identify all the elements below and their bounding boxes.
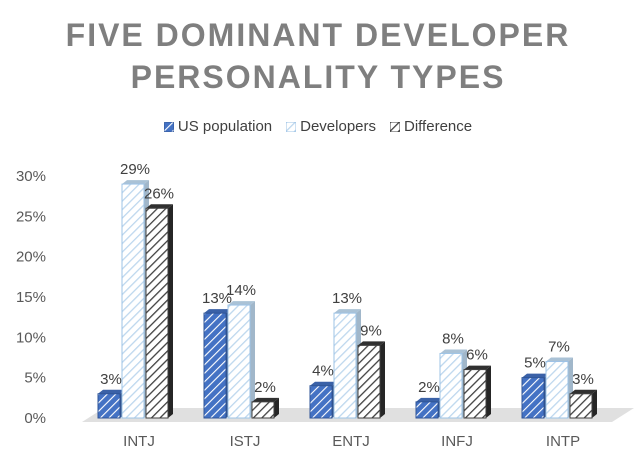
- data-label-difference-entj: 9%: [360, 322, 382, 339]
- bar-difference-intp-front: [569, 393, 593, 419]
- bar-us-population-entj: [309, 381, 337, 419]
- bar-difference-istj-side: [274, 397, 279, 418]
- bar-difference-infj-top: [464, 365, 491, 370]
- x-tick-label-istj: ISTJ: [230, 433, 261, 450]
- bar-us-population-intp: [521, 373, 549, 419]
- chart-title-line-1: FIVE DOMINANT DEVELOPER: [65, 17, 571, 53]
- data-label-developers-entj: 13%: [332, 290, 362, 307]
- bar-difference-intj: [145, 204, 173, 419]
- bar-developers-intp-top: [546, 357, 573, 362]
- data-label-us-population-intp: 5%: [524, 355, 546, 372]
- legend-swatch-difference: [390, 121, 400, 132]
- x-axis: INTJ ISTJ ENTJ INFJ INTP: [123, 433, 580, 450]
- bar-difference-intj-side: [168, 204, 173, 418]
- bar-difference-entj-front: [357, 344, 381, 419]
- y-tick-label: 15%: [16, 289, 46, 306]
- data-label-developers-infj: 8%: [442, 330, 464, 347]
- bar-developers-infj-top: [440, 349, 467, 354]
- y-tick-label: 30%: [16, 168, 46, 185]
- data-label-difference-infj: 6%: [466, 347, 488, 364]
- bar-us-population-intp-top: [522, 373, 549, 378]
- legend-label-developers: Developers: [300, 118, 376, 135]
- bar-difference-intj-front: [145, 207, 169, 419]
- data-label-developers-intp: 7%: [548, 339, 570, 356]
- data-label-us-population-entj: 4%: [312, 363, 334, 380]
- bar-us-population-infj: [415, 397, 443, 419]
- bar-difference-istj-front: [251, 401, 275, 419]
- data-label-us-population-istj: 13%: [202, 290, 232, 307]
- data-label-us-population-intj: 3%: [100, 371, 122, 388]
- bar-us-population-entj-front: [309, 385, 333, 419]
- data-label-difference-intj: 26%: [144, 185, 174, 202]
- bar-us-population-intj-top: [98, 389, 125, 394]
- bar-developers-istj: [227, 301, 255, 419]
- data-label-difference-istj: 2%: [254, 379, 276, 396]
- bar-developers-intj-top: [122, 180, 149, 185]
- bar-developers-infj-front: [439, 352, 463, 419]
- bars: 3%29%26%13%14%2%4%13%9%2%8%6% 5%7%3%: [97, 161, 597, 419]
- chart-title-line-2: PERSONALITY TYPES: [130, 59, 506, 95]
- bar-difference-istj: [251, 397, 279, 419]
- chart-title: FIVE DOMINANT DEVELOPER PERSONALITY TYPE…: [0, 14, 636, 98]
- bar-developers-intj: [121, 180, 149, 419]
- bar-developers-entj-top: [334, 309, 361, 314]
- bar-us-population-intp-front: [521, 377, 545, 419]
- bar-us-population-istj-top: [204, 309, 231, 314]
- y-axis: 0% 5% 10% 15% 20% 25% 30%: [16, 168, 46, 427]
- bar-us-population-infj-top: [416, 397, 443, 402]
- y-tick-label: 25%: [16, 208, 46, 225]
- y-tick-label: 5%: [24, 370, 46, 387]
- bar-us-population-infj-front: [415, 401, 439, 419]
- bar-difference-istj-top: [252, 397, 279, 402]
- bar-us-population-intj-front: [97, 393, 121, 419]
- legend-label-us-population: US population: [177, 118, 273, 135]
- legend-swatch-developers: [286, 121, 297, 132]
- y-tick-label: 20%: [16, 249, 46, 266]
- bar-developers-intp-front: [545, 361, 569, 419]
- data-label-difference-intp: 3%: [572, 371, 594, 388]
- data-label-us-population-infj: 2%: [418, 379, 440, 396]
- x-tick-label-intp: INTP: [546, 433, 580, 450]
- bar-us-population-istj-front: [203, 312, 227, 419]
- bar-difference-intp-top: [570, 389, 597, 394]
- bar-difference-infj: [463, 365, 491, 419]
- bar-difference-entj-side: [380, 341, 385, 418]
- y-tick-label: 10%: [16, 329, 46, 346]
- bar-difference-infj-front: [463, 369, 487, 419]
- bar-developers-infj: [439, 349, 467, 419]
- bar-us-population-entj-top: [310, 381, 337, 386]
- bar-difference-infj-side: [486, 365, 491, 418]
- data-label-developers-intj: 29%: [120, 161, 150, 178]
- bar-difference-entj-top: [358, 341, 385, 346]
- x-tick-label-intj: INTJ: [123, 433, 155, 450]
- legend: US population Developers Difference: [0, 118, 636, 135]
- x-tick-label-infj: INFJ: [441, 433, 473, 450]
- legend-label-difference: Difference: [404, 118, 473, 135]
- bar-developers-istj-side: [250, 301, 255, 418]
- bar-us-population-istj: [203, 309, 231, 419]
- legend-entry-us-population: US population: [163, 118, 273, 135]
- bar-developers-entj-front: [333, 312, 357, 419]
- bar-difference-intp: [569, 389, 597, 419]
- bar-developers-istj-top: [228, 301, 255, 306]
- bar-developers-entj: [333, 309, 361, 419]
- bar-developers-intp: [545, 357, 573, 419]
- data-label-developers-istj: 14%: [226, 282, 256, 299]
- legend-entry-difference: Difference: [390, 118, 472, 135]
- bar-difference-intp-side: [592, 389, 597, 418]
- bar-difference-entj: [357, 341, 385, 419]
- x-tick-label-entj: ENTJ: [332, 433, 370, 450]
- legend-entry-developers: Developers: [286, 118, 376, 135]
- bar-developers-intj-front: [121, 183, 145, 419]
- bar-us-population-intj: [97, 389, 125, 419]
- bar-difference-intj-top: [146, 204, 173, 209]
- bar-developers-istj-front: [227, 304, 251, 419]
- legend-swatch-us-population: [163, 121, 174, 132]
- y-tick-label: 0%: [24, 410, 46, 427]
